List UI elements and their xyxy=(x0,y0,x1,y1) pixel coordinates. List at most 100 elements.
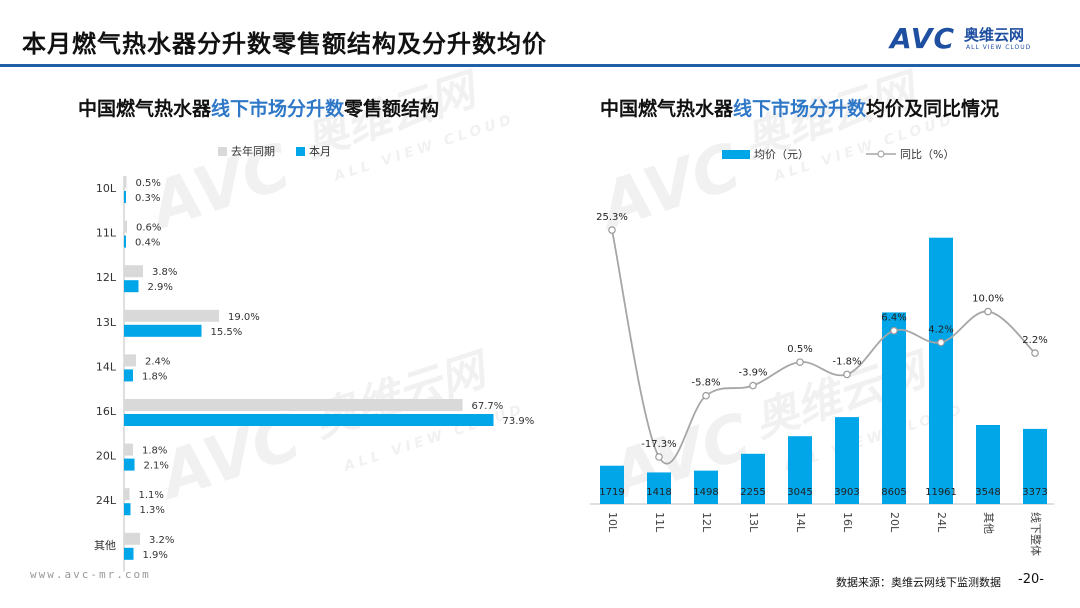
yoy-data-label: 25.3% xyxy=(596,212,628,223)
bar-previous xyxy=(124,265,143,278)
price-data-label: 3373 xyxy=(1022,487,1047,498)
yoy-data-label: 10.0% xyxy=(972,294,1004,305)
category-label: 20L xyxy=(96,450,117,463)
data-label-current: 0.4% xyxy=(135,238,160,249)
data-label-previous: 1.8% xyxy=(142,446,167,457)
page-title: 本月燃气热水器分升数零售额结构及分升数均价 xyxy=(22,30,547,58)
category-label: 11L xyxy=(96,227,117,240)
bar-current xyxy=(124,324,202,337)
bar-current xyxy=(124,458,135,471)
bar-previous xyxy=(124,220,127,233)
category-label: 16L xyxy=(96,405,117,418)
yoy-data-label: -17.3% xyxy=(641,439,676,450)
yoy-point xyxy=(843,370,851,379)
yoy-data-label: -3.9% xyxy=(738,368,767,379)
legend-swatch-current xyxy=(296,147,305,156)
price-bar xyxy=(694,470,718,504)
legend-label-price: 均价（元） xyxy=(754,148,809,161)
yoy-data-label: -1.8% xyxy=(832,356,861,367)
category-label: 12L xyxy=(96,271,117,284)
yoy-point xyxy=(796,358,804,366)
right-title-pre: 中国燃气热水器 xyxy=(600,98,734,120)
data-label-current: 2.1% xyxy=(144,461,169,472)
bar-previous xyxy=(124,309,219,322)
bar-current xyxy=(124,414,494,426)
price-data-label: 3045 xyxy=(787,487,812,498)
page-number: -20- xyxy=(1018,572,1044,587)
yoy-point xyxy=(1031,349,1039,357)
category-label: 24L xyxy=(96,494,117,507)
right-title-highlight: 线下市场分升数 xyxy=(733,98,867,120)
right-title-post: 均价及同比情况 xyxy=(866,98,1000,120)
slide-header: 本月燃气热水器分升数零售额结构及分升数均价 AVC 奥维云网 ALL VIEW … xyxy=(0,0,1080,70)
bar-previous xyxy=(124,443,133,456)
price-bar xyxy=(647,472,671,504)
data-label-previous: 3.2% xyxy=(149,535,174,546)
bar-previous xyxy=(124,532,140,545)
data-label-previous: 67.7% xyxy=(472,401,504,412)
yoy-data-label: 2.2% xyxy=(1022,335,1047,346)
x-tick-label: 10L xyxy=(606,512,619,533)
bar-current xyxy=(124,547,134,560)
yoy-line xyxy=(611,229,1036,465)
logo-english-name: ALL VIEW CLOUD xyxy=(966,44,1032,51)
x-tick-label: 14L xyxy=(794,512,807,533)
bar-current xyxy=(124,369,133,382)
price-data-label: 1498 xyxy=(693,487,718,498)
category-label: 其他 xyxy=(94,539,116,552)
x-tick-label: 11L xyxy=(653,512,666,533)
x-tick-label: 12L xyxy=(700,512,713,533)
yoy-point xyxy=(749,381,757,390)
left-chart-title: 中国燃气热水器线下市场分升数零售额结构 xyxy=(78,94,439,121)
bar-current xyxy=(124,280,139,293)
price-bar xyxy=(788,436,812,504)
category-label: 14L xyxy=(96,360,117,373)
price-bar xyxy=(976,425,1000,504)
data-label-previous: 19.0% xyxy=(228,312,260,323)
yoy-point xyxy=(890,326,898,335)
logo-chinese-name: 奥维云网 xyxy=(964,26,1025,44)
data-label-previous: 1.1% xyxy=(139,490,164,501)
legend-label-current: 本月 xyxy=(309,145,331,158)
price-bar xyxy=(1023,428,1047,504)
price-bar xyxy=(929,237,953,504)
data-label-previous: 3.8% xyxy=(152,267,177,278)
bar-previous xyxy=(124,176,127,188)
price-data-label: 2255 xyxy=(740,487,765,498)
bar-current xyxy=(124,191,126,203)
legend-swatch-yoy xyxy=(866,150,896,158)
category-label: 10L xyxy=(96,182,117,195)
data-label-current: 1.8% xyxy=(142,371,167,382)
price-data-label: 1418 xyxy=(646,487,671,498)
legend-swatch-price xyxy=(722,150,750,159)
logo-mark: AVC xyxy=(890,22,955,55)
legend-swatch-previous xyxy=(218,147,227,156)
data-label-current: 0.3% xyxy=(135,193,160,204)
x-tick-label: 20L xyxy=(888,512,901,533)
left-title-highlight: 线下市场分升数 xyxy=(211,98,345,120)
category-label: 13L xyxy=(96,316,117,329)
x-tick-label: 16L xyxy=(841,512,854,533)
price-data-label: 11961 xyxy=(925,487,957,498)
x-tick-label: 线下整体 xyxy=(1029,512,1043,556)
data-label-previous: 0.5% xyxy=(136,178,161,189)
title-divider xyxy=(0,64,1080,67)
yoy-point xyxy=(655,453,663,461)
x-tick-label: 其他 xyxy=(982,512,995,534)
footer-url: www.avc-mr.com xyxy=(30,568,151,581)
yoy-point xyxy=(984,307,992,316)
avc-logo: AVC 奥维云网 ALL VIEW CLOUD xyxy=(890,22,1060,58)
right-chart-legend: 均价（元） 同比（%） xyxy=(722,146,954,162)
price-data-label: 1719 xyxy=(599,487,624,498)
price-bar xyxy=(600,465,624,504)
price-data-label: 3548 xyxy=(975,487,1000,498)
right-chart-title: 中国燃气热水器线下市场分升数均价及同比情况 xyxy=(600,94,999,121)
data-label-current: 15.5% xyxy=(211,327,243,338)
legend-label-yoy: 同比（%） xyxy=(900,148,955,161)
bar-current xyxy=(124,503,131,516)
x-tick-label: 24L xyxy=(935,512,948,533)
data-label-current: 2.9% xyxy=(148,282,173,293)
yoy-data-label: 0.5% xyxy=(787,344,812,355)
